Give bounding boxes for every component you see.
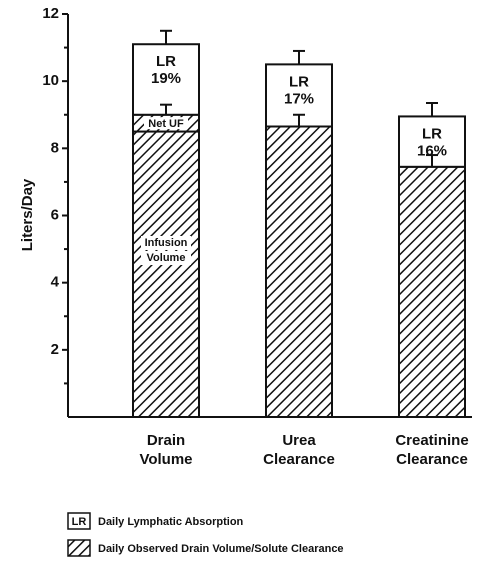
- y-tick-label: 12: [42, 5, 59, 22]
- infusion-label: Infusion: [145, 237, 188, 249]
- lr-label: LR: [422, 125, 442, 142]
- bar-segment: [132, 130, 200, 419]
- label-bg: [141, 236, 191, 250]
- legend-abbrev: LR: [72, 516, 87, 528]
- y-tick-label: 4: [51, 274, 60, 291]
- x-tick-label: Urea: [282, 432, 316, 449]
- bar-segment: [265, 125, 333, 418]
- bar-segment: [398, 165, 466, 418]
- legend-swatch: [67, 539, 91, 557]
- y-tick-label: 10: [42, 72, 59, 89]
- y-tick-label: 8: [51, 139, 59, 156]
- legend-label: Daily Observed Drain Volume/Solute Clear…: [98, 543, 344, 555]
- x-tick-label: Clearance: [263, 451, 335, 468]
- lr-percent: 17%: [284, 90, 314, 107]
- label-bg: [144, 117, 188, 130]
- infusion-label: Volume: [147, 252, 186, 264]
- x-tick-label: Clearance: [396, 451, 468, 468]
- x-tick-label: Volume: [139, 451, 192, 468]
- y-axis-label: Liters/Day: [19, 178, 36, 251]
- lr-percent: 16%: [417, 142, 447, 159]
- x-tick-label: Creatinine: [395, 432, 468, 449]
- net-uf-label: Net UF: [148, 118, 184, 130]
- y-tick-label: 2: [51, 341, 59, 358]
- x-tick-label: Drain: [147, 432, 185, 449]
- legend-label: Daily Lymphatic Absorption: [98, 516, 244, 528]
- legend-swatch: [67, 512, 91, 530]
- lr-percent: 19%: [151, 70, 181, 87]
- y-tick-label: 6: [51, 206, 59, 223]
- lr-label: LR: [289, 73, 309, 90]
- label-bg: [141, 251, 191, 265]
- lr-label: LR: [156, 53, 176, 70]
